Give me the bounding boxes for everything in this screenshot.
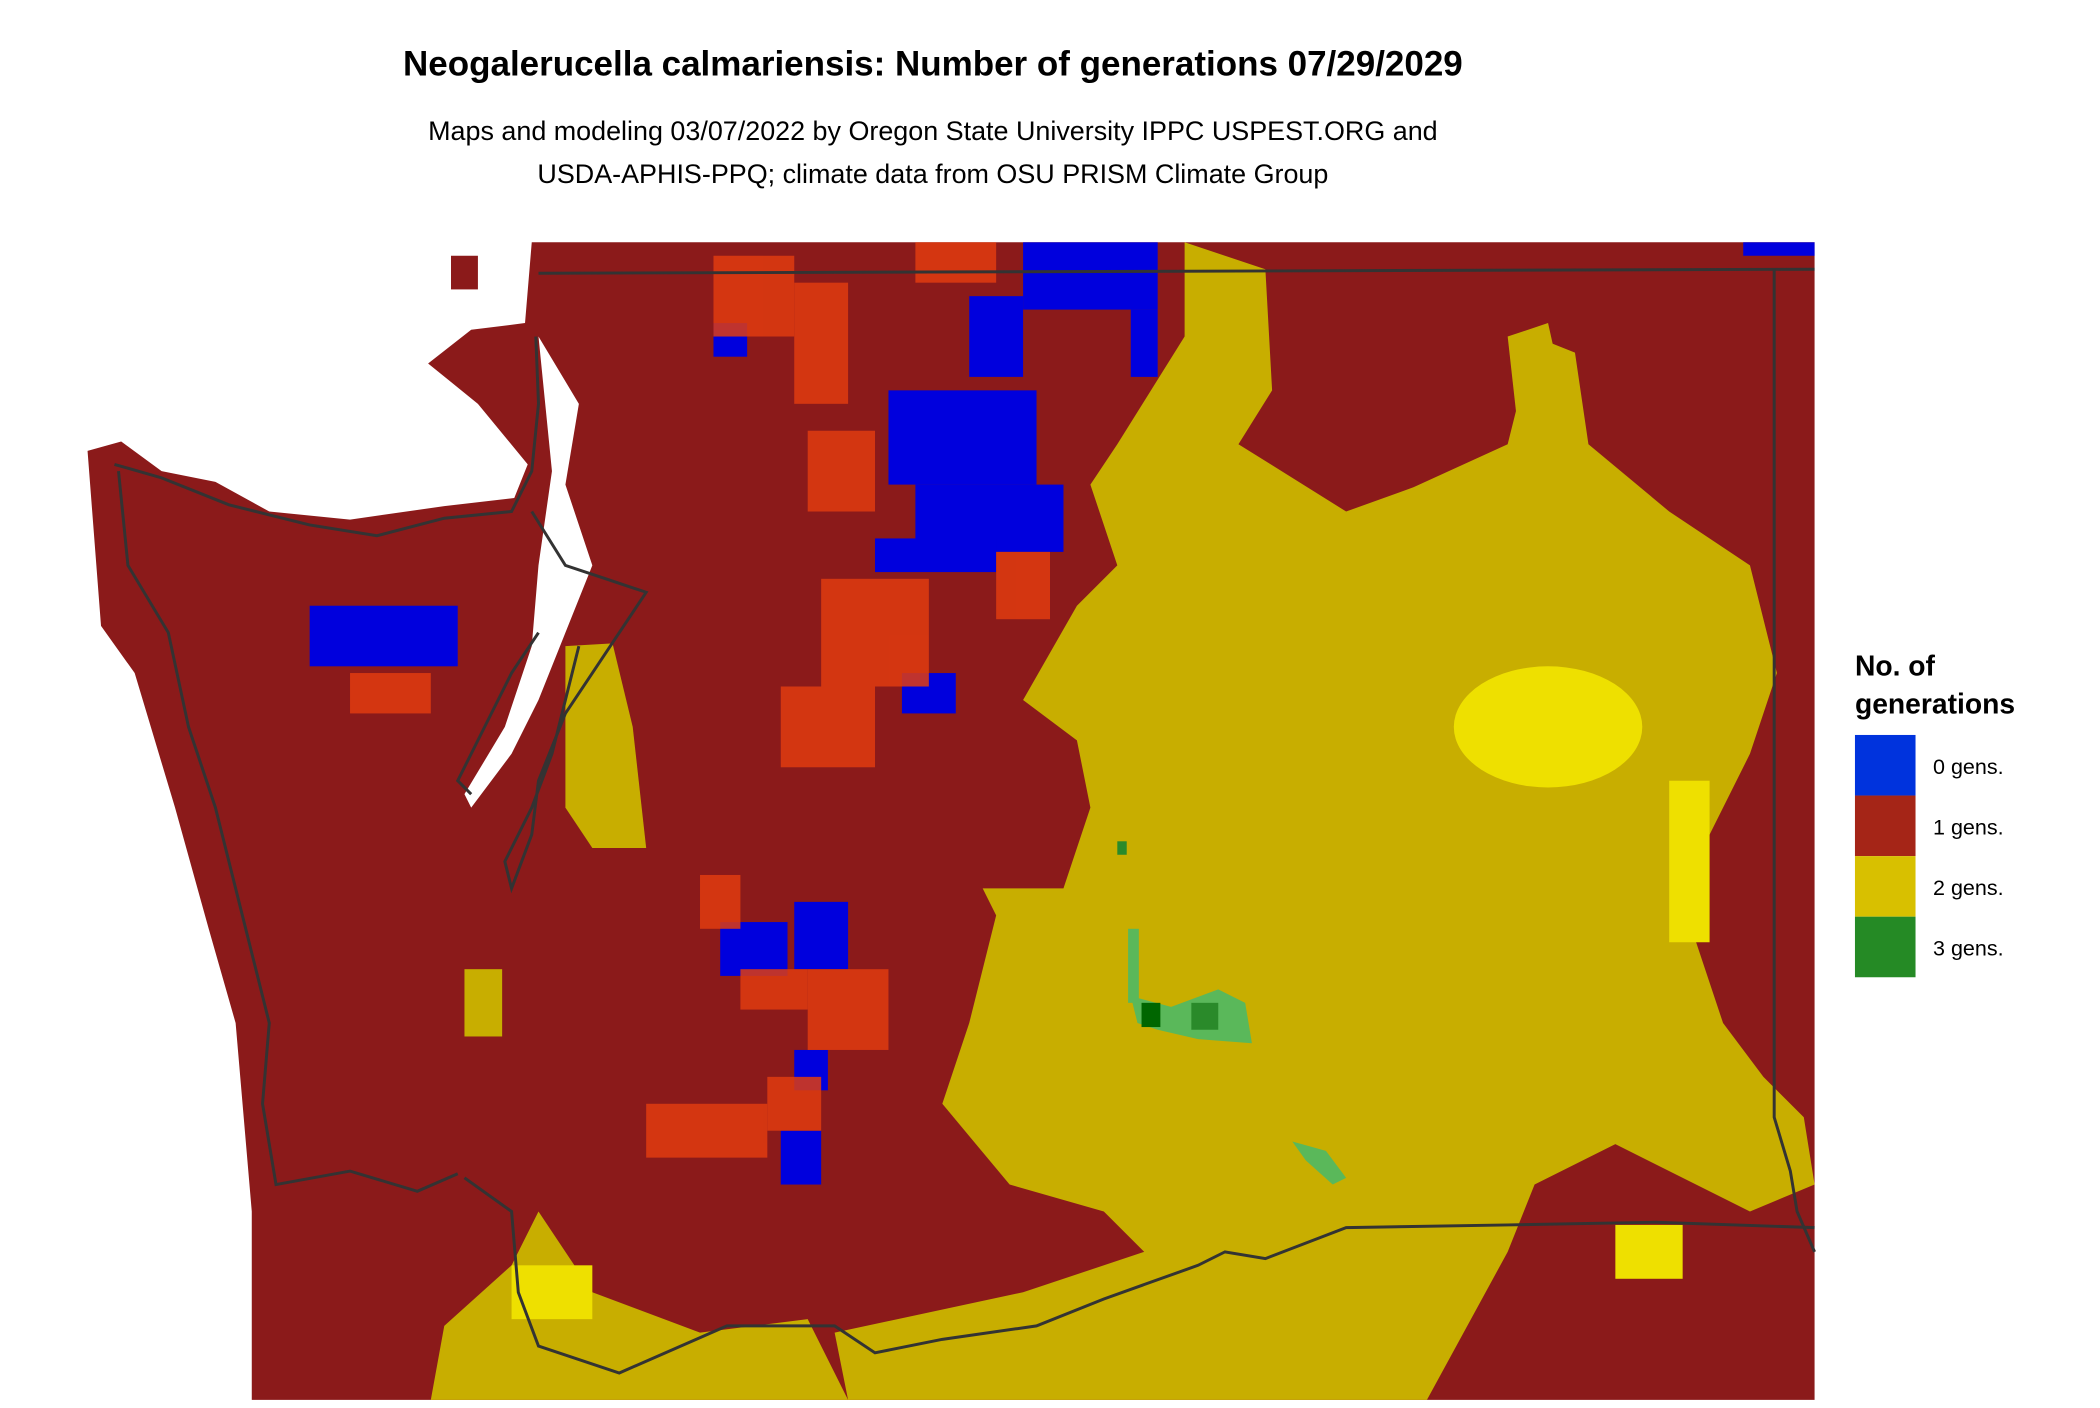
water-puget-sound — [464, 336, 593, 808]
legend-swatch-0 — [1854, 734, 1916, 796]
region-1-gens-high — [350, 242, 1050, 1158]
legend-swatch-3 — [1854, 916, 1916, 978]
legend-label-0: 0 gens. — [1933, 755, 2004, 779]
coastline — [114, 336, 649, 1193]
state-border-east — [1772, 269, 1816, 1253]
map-panel — [87, 242, 1816, 1400]
boundary-lines — [114, 267, 1816, 1375]
legend-swatch-2 — [1854, 856, 1916, 917]
legend-label-2: 2 gens. — [1933, 876, 2004, 900]
region-0-gens — [309, 242, 1815, 1185]
region-3-gens — [1117, 841, 1347, 1185]
legend-swatch-1 — [1854, 795, 1916, 857]
map-subtitle-line2: USDA-APHIS-PPQ; climate data from OSU PR… — [537, 159, 1328, 189]
legend-label-1: 1 gens. — [1933, 816, 2004, 840]
island — [450, 255, 478, 290]
legend-title-line1: No. of — [1855, 650, 1936, 682]
map-title: Neogalerucella calmariensis: Number of g… — [403, 44, 1463, 83]
region-2-gens-high — [511, 666, 1710, 1320]
map-subtitle-line1: Maps and modeling 03/07/2022 by Oregon S… — [428, 116, 1438, 146]
legend-label-3: 3 gens. — [1933, 937, 2004, 961]
region-2-gens — [430, 242, 1815, 1400]
legend-title-line2: generations — [1855, 687, 2015, 719]
legend: No. of generations 0 gens. 1 gens. 2 gen… — [1854, 650, 2015, 978]
columbia-river-border — [463, 1176, 1815, 1375]
state-border-north — [538, 267, 1815, 275]
